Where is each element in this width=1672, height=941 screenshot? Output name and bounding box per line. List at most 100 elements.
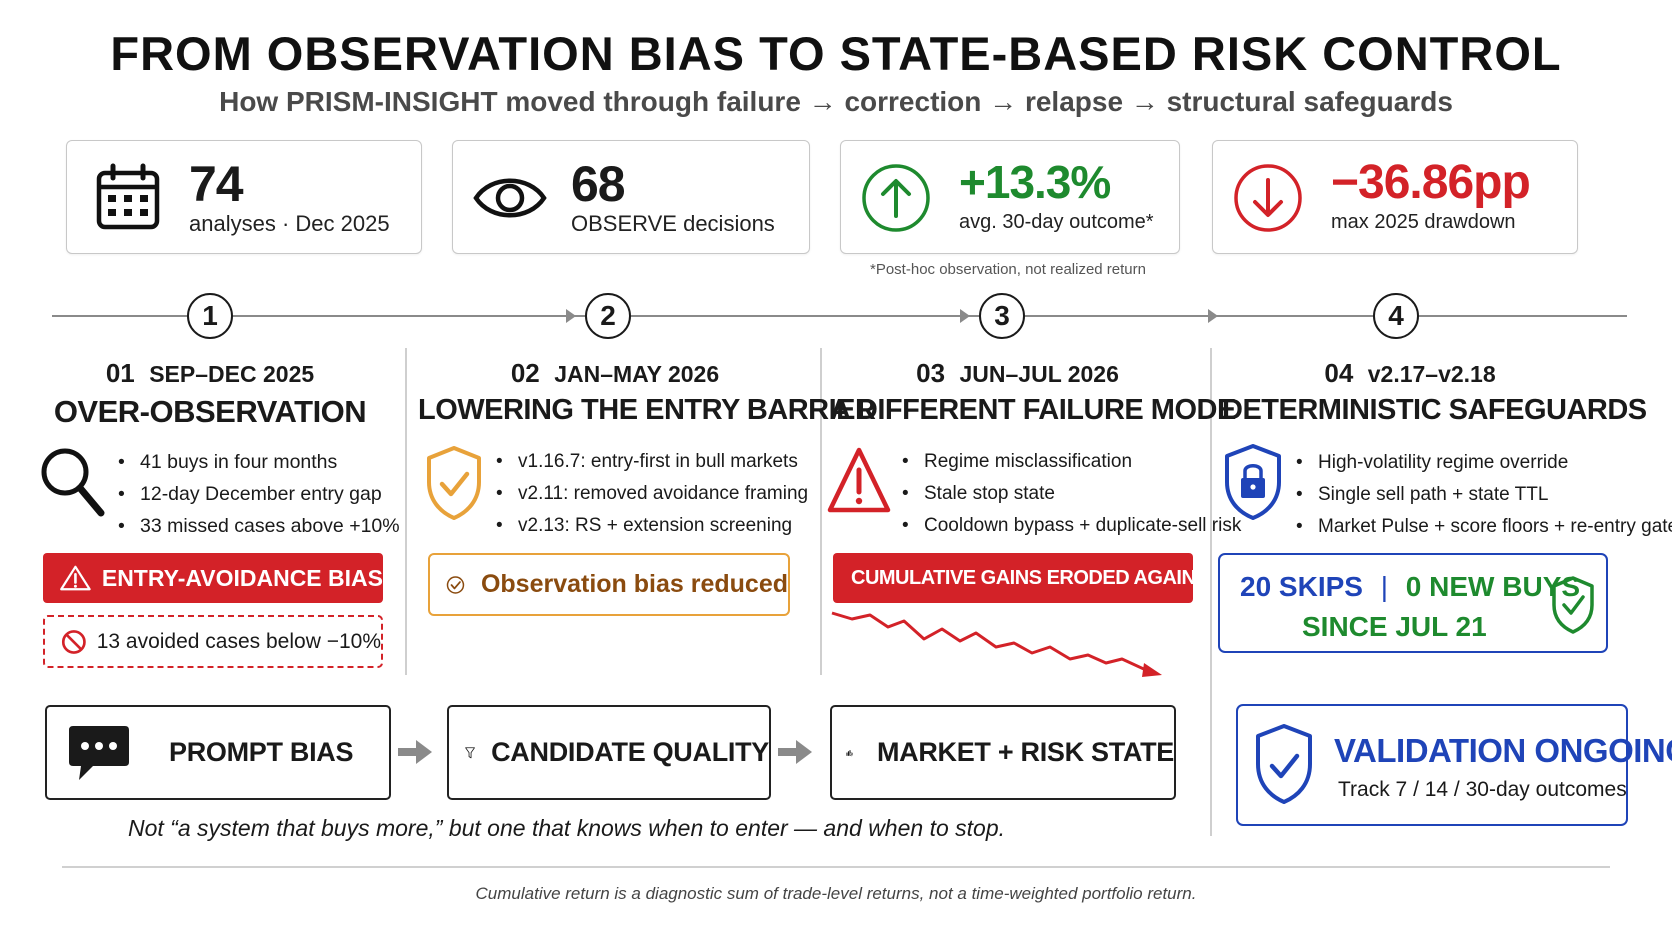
- column-divider: [1210, 348, 1212, 836]
- separator: |: [1380, 571, 1389, 602]
- stat-card-analyses: 74 analyses · Dec 2025: [66, 140, 422, 254]
- bullet-item: 12-day December entry gap: [118, 478, 400, 510]
- column-divider: [820, 348, 822, 675]
- phase-period: JUN–JUL 2026: [959, 361, 1119, 387]
- stat-label: analyses · Dec 2025: [189, 211, 390, 236]
- cumulative-gains-eroded-tag: CUMULATIVE GAINS ERODED AGAIN: [833, 553, 1196, 603]
- validation-title: VALIDATION ONGOING: [1334, 732, 1672, 769]
- bullet-item: v2.13: RS + extension screening: [496, 510, 808, 542]
- shield-check-icon: [1552, 576, 1594, 634]
- phase-1-header: 01 SEP–DEC 2025: [40, 358, 380, 389]
- phase-4-title: DETERMINISTIC SAFEGUARDS: [1222, 394, 1647, 426]
- step-marker-1: 1: [187, 293, 233, 339]
- validation-subtitle: Track 7 / 14 / 30-day outcomes: [1338, 778, 1627, 801]
- flow-arrow-icon: [778, 740, 812, 764]
- phase-period: SEP–DEC 2025: [149, 361, 315, 387]
- phase-2-bullets: v1.16.7: entry-first in bull markets v2.…: [496, 446, 808, 542]
- stat-label: OBSERVE decisions: [571, 211, 775, 236]
- phase-3-bullets: Regime misclassification Stale stop stat…: [902, 446, 1241, 542]
- bullet-item: Regime misclassification: [902, 446, 1241, 478]
- note-label: 13 avoided cases below −10%: [96, 629, 381, 653]
- phase-3-title: A DIFFERENT FAILURE MODE: [830, 394, 1236, 426]
- validation-ongoing-box: VALIDATION ONGOING Track 7 / 14 / 30-day…: [1236, 704, 1672, 826]
- timeline-arrowhead: [1208, 309, 1218, 323]
- stat-value: +13.3%: [959, 156, 1111, 208]
- phase-period: v2.17–v2.18: [1367, 361, 1496, 387]
- flow-label: MARKET + RISK STATE: [876, 737, 1174, 767]
- page-subtitle: How PRISM-INSIGHT moved through failure …: [219, 86, 1453, 117]
- bullet-item: Stale stop state: [902, 478, 1241, 510]
- warning-icon: [60, 565, 91, 591]
- warning-icon: [827, 447, 891, 513]
- skips-since-box: 20 SKIPS | 0 NEW BUYS SINCE JUL 21: [1218, 553, 1608, 653]
- stat-value: 74: [189, 156, 244, 212]
- bullet-item: Cooldown bypass + duplicate-sell risk: [902, 510, 1241, 542]
- flow-label: CANDIDATE QUALITY: [491, 737, 769, 767]
- skips-count: 20 SKIPS: [1240, 571, 1363, 602]
- footer-note: Cumulative return is a diagnostic sum of…: [475, 884, 1197, 903]
- phase-number: 01: [105, 358, 135, 388]
- flow-box-prompt-bias: PROMPT BIAS: [45, 705, 391, 800]
- flow-box-market-risk-state: MARKET + RISK STATE: [830, 705, 1176, 800]
- phase-period: JAN–MAY 2026: [554, 361, 720, 387]
- timeline-line: [52, 315, 1627, 317]
- check-circle-icon: [446, 575, 465, 594]
- chat-bubble-icon: [69, 725, 129, 780]
- column-divider: [405, 348, 407, 675]
- shield-check-icon: [1256, 724, 1312, 804]
- bullet-item: 41 buys in four months: [118, 446, 400, 478]
- arrow-down-circle-icon: [1234, 164, 1302, 232]
- phase-4-header: 04 v2.17–v2.18: [1230, 358, 1590, 389]
- bullet-item: v2.11: removed avoidance framing: [496, 478, 808, 510]
- footer-divider: [62, 866, 1610, 868]
- arrow-up-circle-icon: [862, 164, 930, 232]
- stat-label: avg. 30-day outcome*: [959, 211, 1154, 233]
- phase-4-bullets: High-volatility regime override Single s…: [1296, 447, 1672, 543]
- avoided-cases-note: 13 avoided cases below −10%: [43, 615, 383, 668]
- phase-1-title: OVER-OBSERVATION: [53, 394, 367, 429]
- page-title: FROM OBSERVATION BIAS TO STATE-BASED RIS…: [110, 27, 1562, 80]
- stat-value: 68: [571, 156, 626, 212]
- prohibited-icon: [61, 629, 86, 654]
- stat-card-outcome: +13.3% avg. 30-day outcome*: [840, 140, 1180, 254]
- bullet-item: High-volatility regime override: [1296, 447, 1672, 479]
- bullet-item: Market Pulse + score floors + re-entry g…: [1296, 511, 1672, 543]
- tag-label: Observation bias reduced: [480, 570, 788, 598]
- since-date: SINCE JUL 21: [1302, 611, 1487, 642]
- stats-footnote: *Post-hoc observation, not realized retu…: [870, 261, 1146, 278]
- funnel-icon: [465, 746, 475, 758]
- stat-card-observe: 68 OBSERVE decisions: [452, 140, 810, 254]
- step-marker-3: 3: [979, 293, 1025, 339]
- phase-number: 04: [1324, 358, 1354, 388]
- skips-line: 20 SKIPS | 0 NEW BUYS: [1240, 571, 1580, 603]
- calendar-icon: [96, 163, 160, 230]
- phase-1-bullets: 41 buys in four months 12-day December e…: [118, 446, 400, 542]
- bullet-item: 33 missed cases above +10%: [118, 510, 400, 542]
- bars-shield-icon: [846, 749, 853, 756]
- bullet-item: v1.16.7: entry-first in bull markets: [496, 446, 808, 478]
- phase-2-title: LOWERING THE ENTRY BARRIER: [418, 394, 876, 426]
- flow-label: PROMPT BIAS: [169, 737, 354, 767]
- declining-trend-line: [831, 611, 1162, 677]
- phase-number: 03: [916, 358, 946, 388]
- eye-icon: [473, 178, 547, 218]
- entry-avoidance-bias-tag: ENTRY-AVOIDANCE BIAS: [43, 553, 383, 603]
- phase-number: 02: [510, 358, 540, 388]
- phase-3-header: 03 JUN–JUL 2026: [840, 358, 1195, 389]
- timeline-arrowhead: [960, 309, 970, 323]
- closing-quote: Not “a system that buys more,” but one t…: [128, 815, 1006, 841]
- bullet-item: Single sell path + state TTL: [1296, 479, 1672, 511]
- timeline-arrowhead: [566, 309, 576, 323]
- stat-value: −36.86pp: [1331, 156, 1531, 209]
- stat-card-drawdown: −36.86pp max 2025 drawdown: [1212, 140, 1578, 254]
- phase-2-header: 02 JAN–MAY 2026: [430, 358, 800, 389]
- step-marker-2: 2: [585, 293, 631, 339]
- flow-arrow-icon: [398, 740, 432, 764]
- observation-bias-reduced-tag: Observation bias reduced: [428, 553, 790, 616]
- new-buys-count: 0 NEW BUYS: [1405, 571, 1581, 602]
- tag-label: ENTRY-AVOIDANCE BIAS: [101, 564, 383, 591]
- magnifier-icon: [41, 448, 105, 517]
- flow-box-candidate-quality: CANDIDATE QUALITY: [447, 705, 771, 800]
- stat-label: max 2025 drawdown: [1331, 211, 1516, 233]
- step-marker-4: 4: [1373, 293, 1419, 339]
